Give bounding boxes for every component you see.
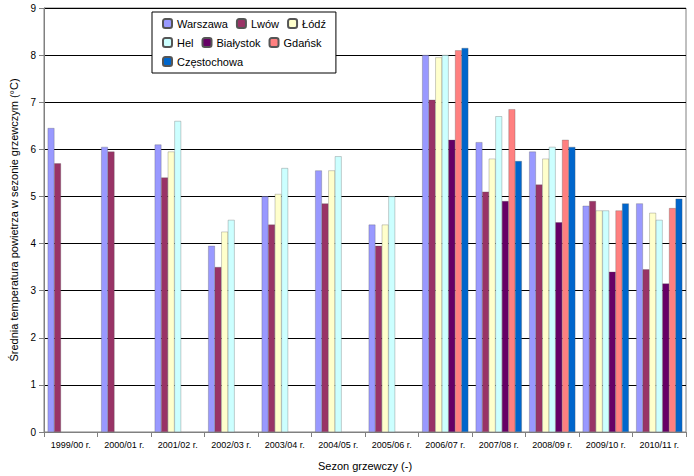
- svg-text:2002/03 r.: 2002/03 r.: [211, 440, 251, 450]
- svg-text:Gdańsk: Gdańsk: [284, 37, 322, 49]
- svg-text:Częstochowa: Częstochowa: [177, 56, 244, 68]
- svg-text:2010/11 r.: 2010/11 r.: [640, 440, 679, 450]
- svg-text:Warszawa: Warszawa: [177, 18, 229, 30]
- svg-text:2007/08 r.: 2007/08 r.: [479, 440, 519, 450]
- svg-text:2006/07 r.: 2006/07 r.: [425, 440, 465, 450]
- svg-text:Lwów: Lwów: [251, 18, 279, 30]
- svg-text:5: 5: [30, 191, 36, 202]
- svg-text:Średnia temperatura powietrza: Średnia temperatura powietrza w sezonie …: [8, 78, 20, 361]
- svg-text:2004/05 r.: 2004/05 r.: [318, 440, 358, 450]
- svg-text:2003/04 r.: 2003/04 r.: [265, 440, 305, 450]
- svg-text:2008/09 r.: 2008/09 r.: [532, 440, 572, 450]
- svg-text:1999/00 r.: 1999/00 r.: [51, 440, 91, 450]
- svg-text:1: 1: [30, 379, 36, 390]
- svg-text:Sezon grzewczy (-): Sezon grzewczy (-): [318, 460, 412, 472]
- svg-text:3: 3: [30, 285, 36, 296]
- svg-text:6: 6: [30, 144, 36, 155]
- svg-text:Łódź: Łódź: [302, 18, 326, 30]
- svg-text:2000/01 r.: 2000/01 r.: [104, 440, 144, 450]
- svg-text:8: 8: [30, 50, 36, 61]
- svg-text:4: 4: [30, 238, 36, 249]
- svg-text:Białystok: Białystok: [217, 37, 262, 49]
- svg-text:2005/06 r.: 2005/06 r.: [372, 440, 412, 450]
- svg-text:2009/10 r.: 2009/10 r.: [586, 440, 626, 450]
- svg-text:2001/02 r.: 2001/02 r.: [158, 440, 198, 450]
- svg-text:2: 2: [30, 332, 36, 343]
- svg-text:0: 0: [30, 427, 36, 438]
- svg-text:7: 7: [30, 97, 36, 108]
- svg-text:9: 9: [30, 3, 36, 14]
- svg-text:Hel: Hel: [177, 37, 194, 49]
